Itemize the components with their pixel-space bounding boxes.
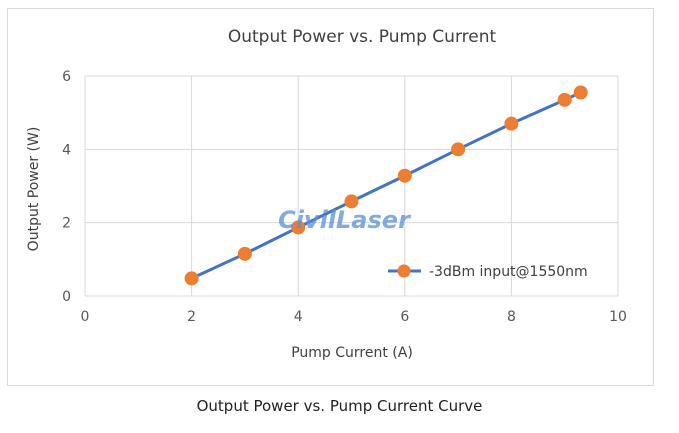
data-point: [237, 246, 252, 261]
y-axis-label: Output Power (W): [26, 127, 42, 252]
x-tick-label: 4: [294, 309, 303, 325]
data-point: [504, 116, 519, 131]
chart-svg: 0 2 4 6 0 2 4 6 8 10 Output Power vs. Pump Curren…: [26, 27, 627, 361]
x-tick-label: 0: [81, 309, 90, 325]
x-tick-label: 10: [609, 309, 627, 325]
legend-marker-swatch: [397, 264, 411, 278]
data-point: [184, 271, 199, 286]
legend: -3dBm input@1550nm: [388, 264, 588, 280]
x-tick-label: 8: [507, 309, 516, 325]
series-layer: [184, 85, 588, 286]
data-point: [573, 85, 588, 100]
legend-label: -3dBm input@1550nm: [429, 264, 588, 280]
y-tick-label: 6: [62, 69, 71, 85]
data-point: [291, 220, 306, 235]
data-point: [344, 194, 359, 209]
data-point: [451, 142, 466, 157]
x-axis-label: Pump Current (A): [291, 345, 413, 361]
chart-frame: 0 2 4 6 0 2 4 6 8 10 Output Power vs. Pump Curren…: [7, 8, 654, 386]
y-tick-label: 0: [62, 289, 71, 305]
x-tick-label: 2: [187, 309, 196, 325]
grid-layer: [84, 75, 619, 297]
figure-caption: Output Power vs. Pump Current Curve: [196, 397, 483, 415]
chart-title: Output Power vs. Pump Current: [228, 27, 497, 47]
tick-layer: 0 2 4 6 0 2 4 6 8 10: [62, 69, 627, 325]
watermark-logo: CivilLaser: [278, 206, 412, 234]
x-tick-label: 6: [400, 309, 409, 325]
data-point: [397, 168, 412, 183]
y-tick-label: 4: [62, 142, 71, 158]
data-point: [557, 92, 572, 107]
y-tick-label: 2: [62, 216, 71, 232]
